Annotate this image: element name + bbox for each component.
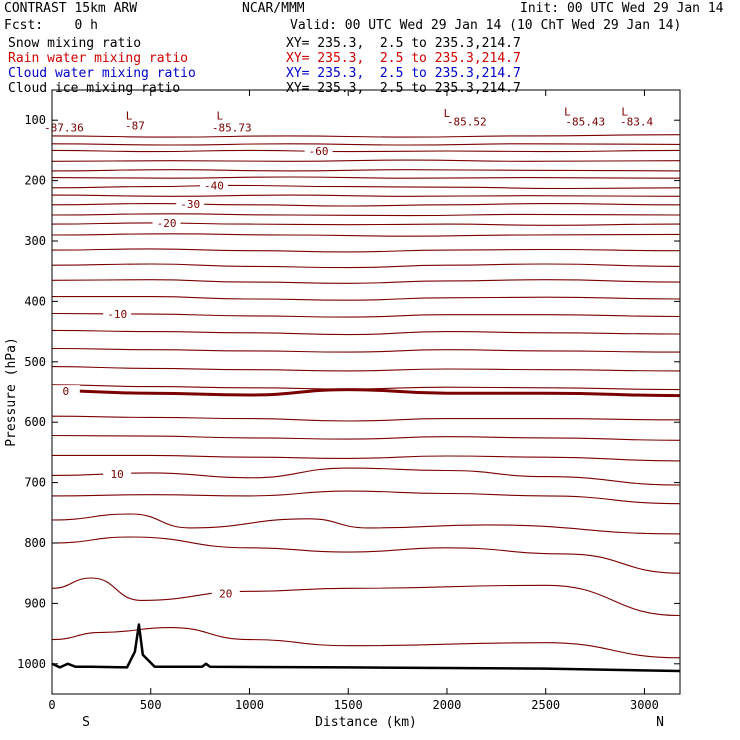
x-tick-label: 1500	[334, 698, 363, 712]
terrain-line	[51, 623, 681, 673]
contour-line	[52, 194, 680, 197]
low-marker: L	[621, 106, 628, 119]
terrain-layer	[51, 623, 681, 673]
contour-line	[52, 536, 680, 574]
y-tick-label: 900	[24, 596, 46, 610]
contour-label: -10	[107, 308, 127, 321]
contour-label-layer: -60 -40 -30-20 -10 0 10 20 L L L L L -87.36 -87 -85.73…	[44, 106, 654, 601]
contour-line	[52, 248, 680, 253]
minimum-value-label: -85.73	[212, 121, 252, 134]
contour-line	[52, 134, 680, 138]
minimum-value-label: -87	[125, 120, 145, 133]
y-tick-label: 800	[24, 536, 46, 550]
minimum-value-label: -85.52	[447, 115, 487, 128]
contour-line	[52, 312, 680, 318]
field-rain-name: Rain water mixing ratio	[8, 51, 189, 66]
contour-line	[52, 184, 680, 190]
x-tick-label: 2000	[433, 698, 462, 712]
contour-line	[52, 159, 680, 162]
minimum-value-label: -83.4	[620, 115, 653, 128]
y-axis-label: Pressure (hPa)	[4, 337, 19, 447]
field-snow-name: Snow mixing ratio	[8, 36, 142, 51]
contour-line	[52, 222, 680, 226]
south-label: S	[82, 715, 90, 730]
y-tick-label: 400	[24, 294, 46, 308]
contour-line	[52, 366, 680, 372]
contour-line	[52, 577, 680, 617]
contour-line	[52, 263, 680, 269]
contour-line	[52, 143, 680, 146]
y-tick-label: 700	[24, 476, 46, 490]
contour-line	[52, 434, 680, 441]
x-tick-label: 2500	[531, 698, 560, 712]
contour-line	[52, 203, 680, 207]
contour-label-bg	[152, 217, 181, 230]
contour-line	[52, 454, 680, 462]
contour-line	[52, 296, 680, 301]
contour-line	[52, 513, 680, 535]
contour-line	[52, 233, 680, 237]
low-marker: L	[126, 109, 133, 122]
x-tick-label: 3000	[630, 698, 659, 712]
axes-layer: 0 500 1000 1500 2000 2500 30001002003004005006…	[4, 89, 681, 730]
y-tick-label: 200	[24, 174, 46, 188]
contour-label: -30	[180, 198, 200, 211]
contour-layer	[52, 134, 680, 659]
field-cloud-water-xy: XY= 235.3, 2.5 to 235.3,214.7	[286, 66, 521, 81]
center-title: NCAR/MMM	[242, 1, 305, 16]
contour-label: -40	[204, 180, 224, 193]
contour-line	[52, 176, 680, 179]
plot-frame	[51, 89, 681, 695]
contour-label-bg	[211, 587, 240, 600]
model-title: CONTRAST 15km ARW	[4, 1, 138, 16]
contour-line	[52, 347, 680, 353]
minimum-value-label: -87.36	[44, 121, 84, 134]
contour-line	[52, 388, 680, 398]
contour-label-bg	[199, 179, 228, 192]
contour-label-bg	[103, 307, 132, 320]
contour-label: 0	[63, 385, 70, 398]
contour-label-bg	[103, 467, 132, 480]
contour-line	[52, 329, 680, 336]
north-label: N	[656, 715, 664, 730]
low-marker: L	[217, 109, 224, 122]
x-axis-label: Distance (km)	[315, 715, 417, 730]
y-tick-label: 300	[24, 234, 46, 248]
contour-line	[52, 467, 680, 486]
field-rain-xy: XY= 235.3, 2.5 to 235.3,214.7	[286, 51, 521, 66]
x-tick-label: 500	[140, 698, 162, 712]
y-tick-label: 100	[24, 113, 46, 127]
field-snow-xy: XY= 235.3, 2.5 to 235.3,214.7	[286, 36, 521, 51]
contour-line	[52, 169, 680, 172]
x-tick-label: 1000	[235, 698, 264, 712]
contour-line	[52, 627, 680, 659]
contour-label: -60	[309, 145, 329, 158]
contour-label: 10	[111, 468, 124, 481]
minimum-value-label: -85.43	[565, 115, 605, 128]
contour-label-bg	[304, 145, 333, 158]
forecast-hour: Fcst: 0 h	[4, 18, 98, 33]
init-time: Init: 00 UTC Wed 29 Jan 14	[520, 1, 724, 16]
y-tick-label: 500	[24, 355, 46, 369]
contour-label: 20	[219, 587, 232, 600]
low-marker: L	[564, 106, 571, 119]
low-marker: L	[444, 107, 451, 120]
contour-line	[52, 279, 680, 284]
field-cloud-water-name: Cloud water mixing ratio	[8, 66, 196, 81]
field-cloud-ice-xy: XY= 235.3, 2.5 to 235.3,214.7	[286, 81, 521, 96]
contour-label: -20	[157, 217, 177, 230]
y-tick-label: 600	[24, 415, 46, 429]
contour-line	[52, 213, 680, 217]
y-tick-label: 1000	[17, 657, 46, 671]
x-tick-label: 0	[48, 698, 55, 712]
contour-line	[52, 415, 680, 422]
contour-label-bg	[51, 385, 80, 398]
contour-line	[52, 149, 680, 153]
contour-line	[52, 490, 680, 505]
valid-time: Valid: 00 UTC Wed 29 Jan 14 (10 ChT Wed …	[290, 18, 682, 33]
contour-label-bg	[176, 198, 205, 211]
